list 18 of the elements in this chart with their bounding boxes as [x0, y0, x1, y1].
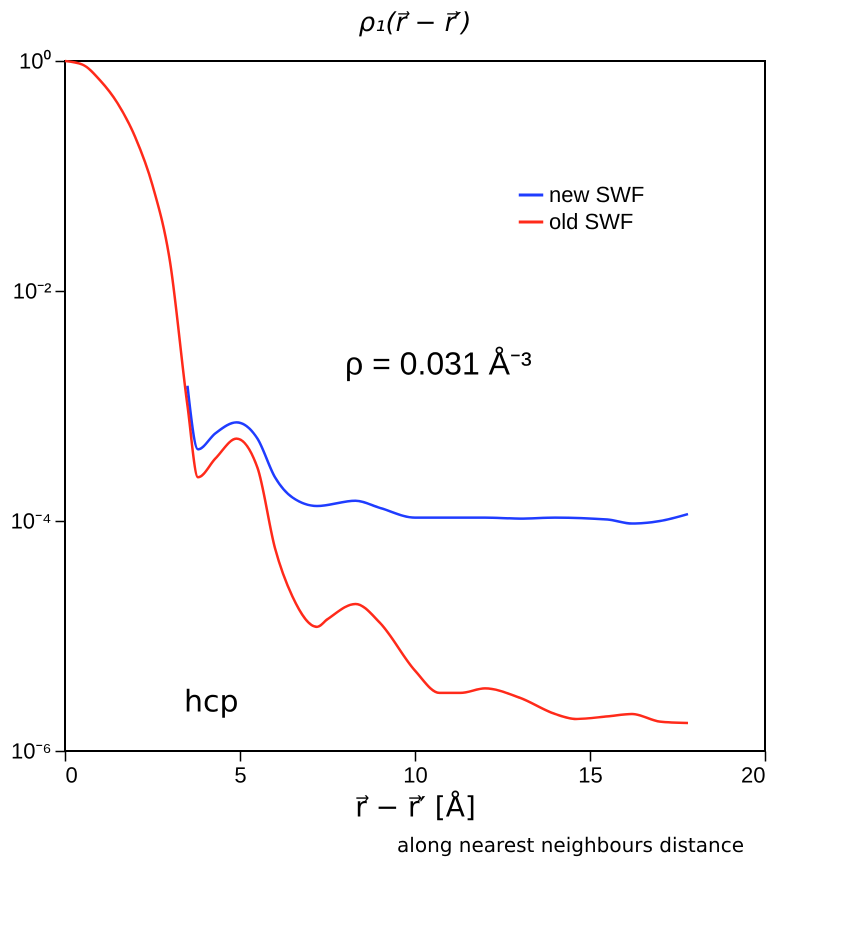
- x-tick-label: 0: [66, 762, 78, 788]
- annotation: hcp: [184, 684, 239, 720]
- x-tick-label: 10: [403, 762, 428, 788]
- y-tick-label: 10⁻⁴: [10, 508, 52, 534]
- x-tick-label: 15: [578, 762, 603, 788]
- x-tick-label: 20: [741, 762, 766, 788]
- x-tick-label: 5: [234, 762, 247, 788]
- line-series: [186, 384, 690, 525]
- x-axis-title: r⃗ − r⃗′ [Å]: [355, 790, 476, 824]
- y-tick-label: 10⁻²: [12, 278, 52, 304]
- text: along nearest neighbours distance: [397, 833, 744, 857]
- legend-label: new SWF: [549, 182, 644, 207]
- y-tick-label: 10⁻⁶: [10, 738, 52, 764]
- y-tick-label: 10⁰: [19, 48, 52, 74]
- line-series: [64, 60, 690, 724]
- chart-title: ρ₁(r⃗ − r⃗′): [358, 8, 472, 38]
- legend-label: old SWF: [549, 209, 634, 234]
- annotation: ρ = 0.031 Å⁻³: [345, 346, 532, 382]
